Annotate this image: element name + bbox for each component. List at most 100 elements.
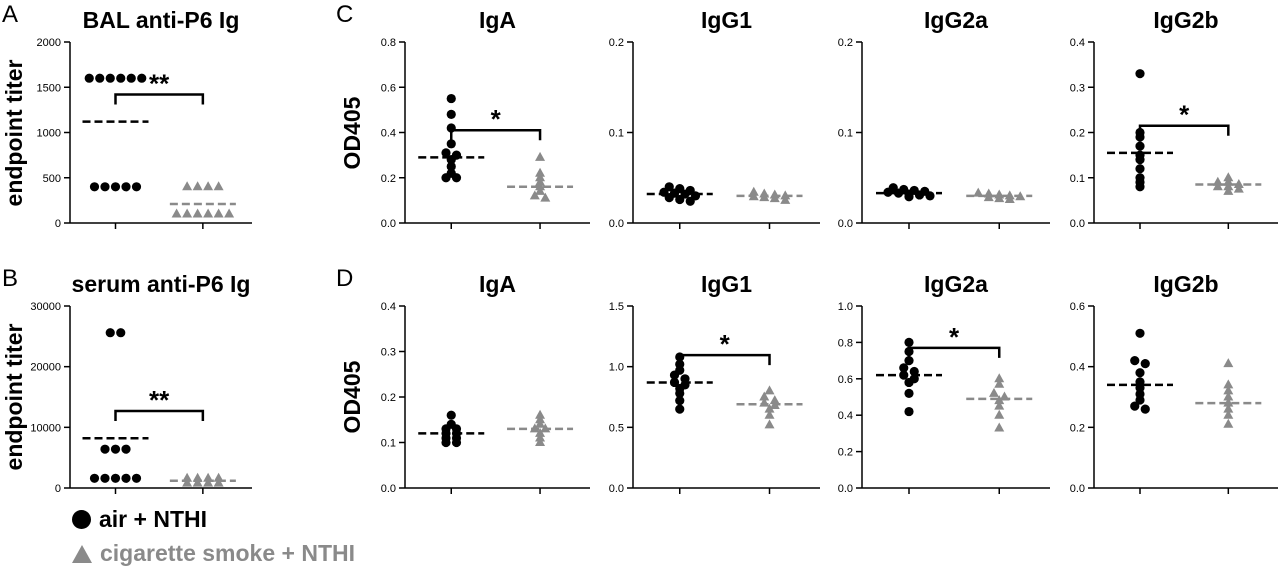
data-point: [131, 182, 142, 192]
y-tick-label: 0.4: [838, 410, 853, 422]
data-point: [441, 437, 451, 448]
data-point: [203, 477, 214, 487]
significance-label: *: [491, 104, 502, 134]
data-point: [1135, 328, 1145, 338]
significance-bracket: [907, 346, 1001, 358]
data-point: [121, 444, 131, 454]
data-point: [1135, 141, 1145, 151]
data-point: [105, 73, 115, 83]
data-point: [89, 473, 100, 483]
data-point: [89, 182, 100, 192]
data-point: [535, 427, 546, 437]
data-point: [780, 194, 791, 204]
data-point: [675, 396, 685, 406]
legend-smoke-label: cigarette smoke + NTHI: [100, 540, 356, 566]
data-point: [116, 73, 126, 83]
data-point: [988, 387, 999, 397]
y-tick-label: 0.4: [1070, 37, 1085, 49]
data-point: [100, 473, 110, 483]
data-point: [914, 190, 925, 200]
panel-letter: A: [2, 1, 18, 28]
data-point: [84, 73, 94, 83]
data-point: [171, 208, 182, 218]
data-point: [994, 422, 1005, 432]
y-tick-label: 0.0: [1070, 483, 1085, 495]
y-tick-label: 0.8: [381, 37, 396, 49]
data-point: [769, 193, 780, 203]
data-point: [1223, 185, 1234, 195]
data-point: [1140, 404, 1150, 414]
significance-label: *: [1179, 100, 1190, 130]
y-tick-label: 1500: [37, 82, 61, 94]
y-tick-label: 0.6: [838, 374, 853, 386]
y-tick-label: 0: [55, 218, 61, 230]
data-point: [1135, 182, 1145, 192]
data-point: [764, 403, 775, 413]
panel-6: IgG2b 0.0 0.1 0.2 0.3 0.4 *: [1070, 7, 1278, 230]
panel-title: IgG1: [701, 271, 752, 297]
y-tick-label: 0.4: [1070, 362, 1085, 374]
data-point: [529, 190, 540, 200]
data-point: [1223, 409, 1234, 419]
data-point: [685, 196, 695, 206]
data-point: [994, 409, 1005, 419]
data-point: [100, 182, 110, 192]
data-point: [535, 185, 546, 195]
y-tick-label: 0.4: [381, 128, 396, 140]
data-point: [1223, 391, 1234, 401]
legend-circle-marker: [72, 510, 91, 529]
panel-4: IgG1 0.0 0.1 0.2: [609, 7, 820, 230]
data-point: [904, 406, 914, 417]
y-tick-label: 0.0: [838, 483, 853, 495]
significance-bracket: [450, 128, 542, 141]
panel-8: IgG1 0.0 0.5 1.0 1.5 *: [609, 271, 820, 495]
significance-label: **: [149, 68, 170, 98]
data-point: [769, 395, 780, 405]
data-point: [994, 193, 1005, 203]
data-point: [759, 391, 770, 401]
data-point: [1004, 193, 1015, 203]
data-point: [110, 473, 121, 483]
y-tick-label: 0.2: [381, 173, 396, 185]
y-tick-label: 0.1: [838, 128, 853, 140]
data-point: [446, 161, 456, 172]
panel-title: IgG2a: [924, 7, 988, 33]
data-point: [213, 208, 224, 218]
data-point: [535, 409, 546, 419]
panel-letter: D: [336, 265, 353, 292]
data-point: [1140, 359, 1150, 369]
data-point: [893, 188, 904, 198]
y-tick-label: 1.0: [838, 301, 853, 313]
data-point: [675, 388, 685, 398]
data-point: [192, 477, 203, 487]
y-tick-label: 0.6: [1070, 301, 1085, 313]
y-tick-label: 0.0: [1070, 218, 1085, 230]
significance-bracket: [678, 353, 771, 366]
data-point: [224, 208, 235, 218]
data-point: [131, 473, 142, 483]
y-tick-label: 0.2: [1070, 422, 1085, 434]
data-point: [95, 73, 105, 83]
data-point: [441, 148, 451, 158]
y-tick-label: 0.2: [838, 447, 853, 459]
data-point: [535, 167, 546, 177]
data-point: [904, 192, 914, 202]
data-point: [126, 73, 136, 83]
y-tick-label: 0.3: [381, 347, 396, 359]
significance-label: **: [149, 385, 170, 415]
data-point: [1135, 132, 1145, 142]
y-tick-label: 0.1: [609, 128, 624, 140]
significance-bracket: [1138, 124, 1230, 136]
data-point: [446, 109, 456, 119]
data-point: [535, 418, 546, 428]
data-point: [182, 208, 193, 218]
data-point: [1135, 368, 1145, 378]
data-point: [1223, 181, 1234, 191]
panel-letter: B: [2, 265, 18, 292]
data-point: [1223, 358, 1234, 368]
data-point: [1135, 395, 1145, 405]
data-point: [192, 208, 203, 218]
data-point: [535, 151, 546, 161]
